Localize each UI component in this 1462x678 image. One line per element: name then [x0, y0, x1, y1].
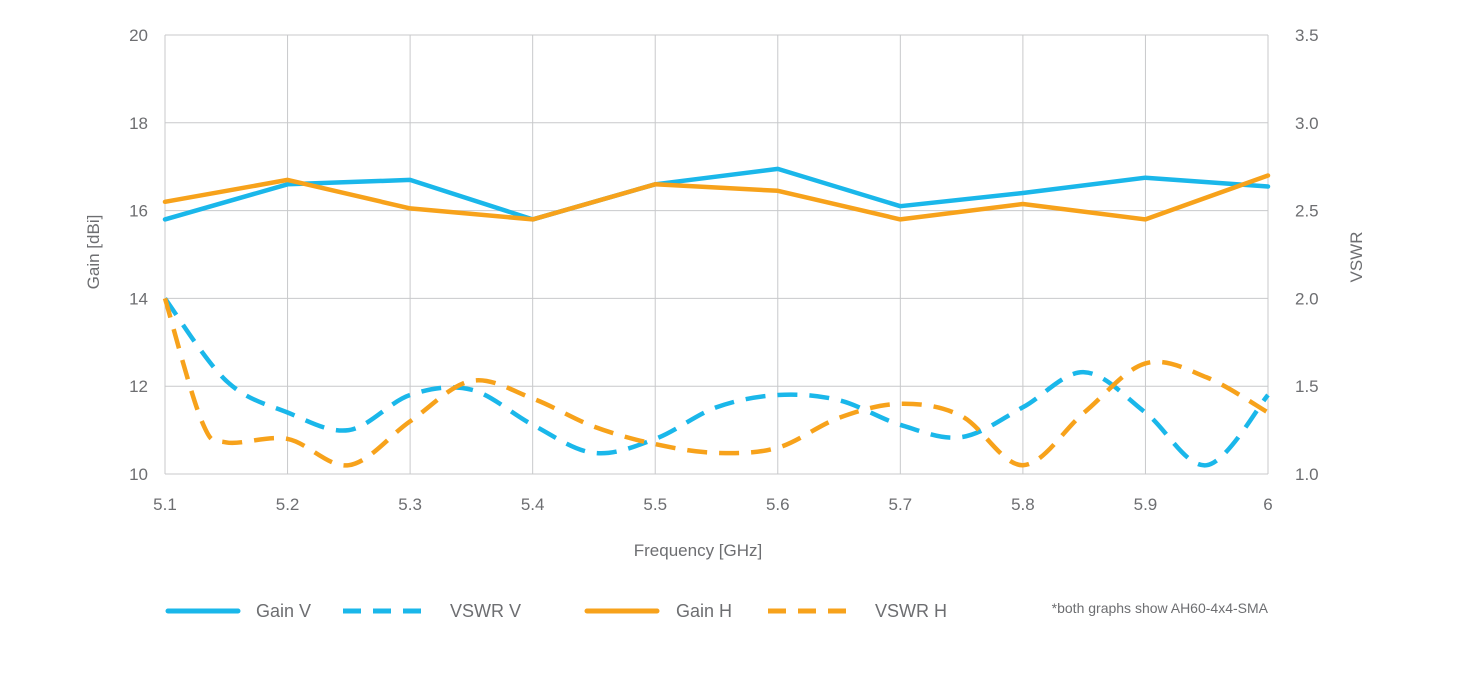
- series-line-vswr-h: [162, 297, 1270, 468]
- series-line-gain-h: [162, 173, 1271, 222]
- x-tick-label: 5.7: [889, 495, 913, 514]
- legend-label-gain-h: Gain H: [676, 601, 732, 621]
- y-axis-right-label: VSWR: [1347, 232, 1366, 283]
- x-tick-label: 6: [1263, 495, 1272, 514]
- legend-label-vswr-v: VSWR V: [450, 601, 521, 621]
- series-layer: [162, 166, 1271, 468]
- y-left-tick-label: 20: [129, 26, 148, 45]
- x-axis-label: Frequency [GHz]: [634, 541, 763, 560]
- y-left-tick-label: 12: [129, 377, 148, 396]
- x-tick-label: 5.5: [643, 495, 667, 514]
- legend-label-gain-v: Gain V: [256, 601, 311, 621]
- legend-label-vswr-h: VSWR H: [875, 601, 947, 621]
- y-right-tick-label: 1.0: [1295, 465, 1319, 484]
- y-left-tick-label: 10: [129, 465, 148, 484]
- grid: [164, 34, 1269, 475]
- x-tick-label: 5.8: [1011, 495, 1035, 514]
- x-tick-label: 5.9: [1134, 495, 1158, 514]
- series-line-gain-v: [162, 166, 1271, 222]
- legend: Gain V VSWR V Gain H VSWR H *both graphs…: [165, 600, 1269, 621]
- y-right-tick-label: 2.0: [1295, 289, 1319, 308]
- x-tick-label: 5.1: [153, 495, 177, 514]
- tick-labels: 10 1.0 12 1.5 14 2.0 16 2.5 18 3.0 20 3.5 5.1 5.2 5.3 5…: [129, 26, 1319, 514]
- series-line-vswr-v: [163, 297, 1270, 468]
- y-right-tick-label: 3.0: [1295, 114, 1319, 133]
- y-axis-left-label: Gain [dBi]: [84, 215, 103, 290]
- y-right-tick-label: 1.5: [1295, 377, 1319, 396]
- x-tick-label: 5.4: [521, 495, 545, 514]
- y-left-tick-label: 14: [129, 289, 148, 308]
- x-tick-label: 5.6: [766, 495, 790, 514]
- x-tick-label: 5.2: [276, 495, 300, 514]
- y-right-tick-label: 2.5: [1295, 202, 1319, 221]
- y-right-tick-label: 3.5: [1295, 26, 1319, 45]
- x-tick-label: 5.3: [398, 495, 422, 514]
- y-left-tick-label: 16: [129, 202, 148, 221]
- y-left-tick-label: 18: [129, 114, 148, 133]
- footnote: *both graphs show AH60-4x4-SMA: [1052, 600, 1269, 616]
